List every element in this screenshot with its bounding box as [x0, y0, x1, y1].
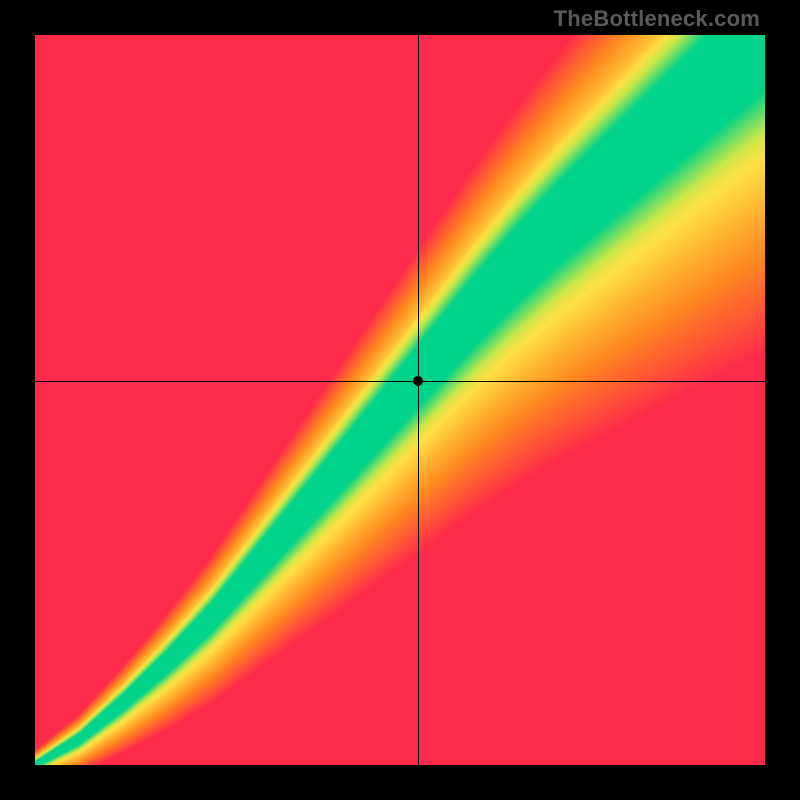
crosshair-marker-dot — [413, 376, 423, 386]
crosshair-horizontal — [35, 381, 765, 382]
bottleneck-heatmap — [35, 35, 765, 765]
heatmap-canvas — [35, 35, 765, 765]
watermark-text: TheBottleneck.com — [554, 6, 760, 32]
crosshair-vertical — [418, 35, 419, 765]
